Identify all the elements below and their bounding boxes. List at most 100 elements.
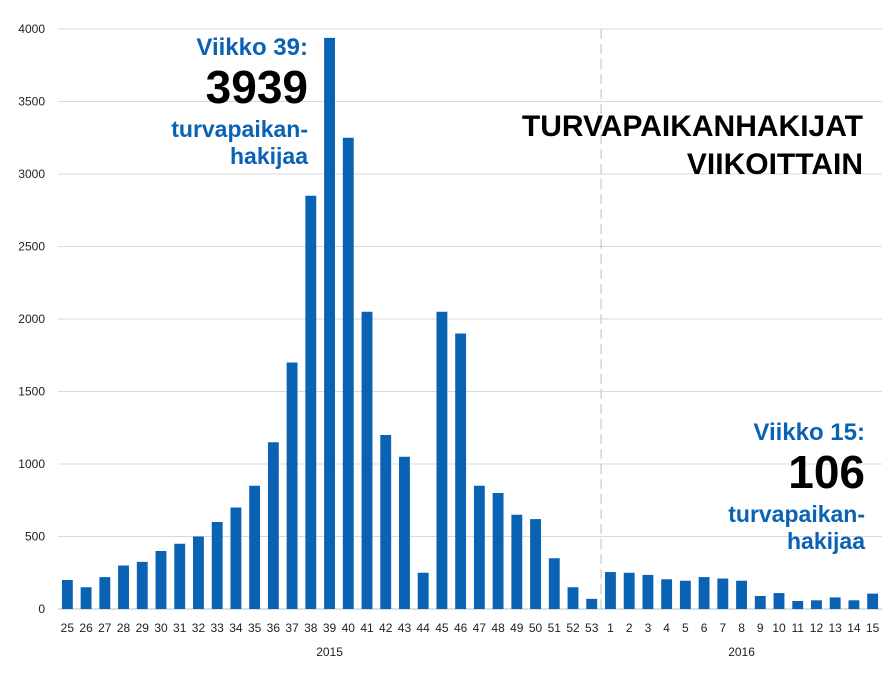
- x-tick-label: 14: [847, 621, 861, 635]
- bar: [548, 558, 560, 609]
- bar: [792, 601, 804, 609]
- x-tick-label: 45: [435, 621, 449, 635]
- bar: [567, 587, 579, 609]
- bar: [848, 600, 860, 609]
- x-tick-label: 26: [79, 621, 93, 635]
- bar: [399, 456, 410, 609]
- bar: [642, 574, 654, 609]
- bar: [511, 514, 523, 609]
- bar: [99, 577, 111, 609]
- bar: [455, 333, 467, 609]
- x-tick-label: 28: [117, 621, 131, 635]
- bar: [530, 519, 541, 609]
- x-tick-label: 2: [626, 621, 633, 635]
- chart-title-line1: TURVAPAIKANHAKIJAT: [521, 110, 863, 143]
- year-label: 2015: [316, 645, 343, 659]
- bar: [698, 577, 710, 609]
- x-tick-label: 25: [61, 621, 75, 635]
- x-tick-label: 27: [98, 621, 112, 635]
- bar: [867, 593, 879, 609]
- y-tick-label: 1000: [18, 457, 45, 471]
- bars: [61, 37, 879, 610]
- annotation-week-label: Viikko 15:: [753, 419, 865, 446]
- y-tick-label: 4000: [18, 22, 45, 36]
- y-tick-label: 2000: [18, 312, 45, 326]
- annotation-value: 3939: [205, 61, 308, 113]
- y-tick-label: 3000: [18, 167, 45, 181]
- x-tick-label: 37: [285, 621, 299, 635]
- bar: [155, 551, 167, 609]
- x-tick-label: 44: [417, 621, 431, 635]
- bar: [586, 598, 598, 609]
- bar: [605, 572, 616, 609]
- bar: [754, 595, 766, 609]
- x-tick-label: 39: [323, 621, 337, 635]
- year-label: 2016: [728, 645, 755, 659]
- x-tick-label: 47: [473, 621, 487, 635]
- bar: [80, 587, 92, 609]
- bar: [679, 580, 691, 609]
- x-tick-label: 35: [248, 621, 262, 635]
- bar: [773, 593, 785, 609]
- x-tick-label: 41: [360, 621, 374, 635]
- x-tick-label: 13: [829, 621, 843, 635]
- x-tick-label: 53: [585, 621, 599, 635]
- bar: [661, 579, 673, 609]
- bar: [61, 580, 73, 609]
- annotation-text-line1: turvapaikan-: [171, 116, 308, 142]
- bar: [623, 572, 635, 609]
- bar: [118, 565, 129, 609]
- x-tick-label: 6: [701, 621, 708, 635]
- x-tick-label: 3: [645, 621, 652, 635]
- x-tick-label: 31: [173, 621, 187, 635]
- y-tick-label: 2500: [18, 240, 45, 254]
- bar: [717, 578, 729, 609]
- x-tick-label: 48: [491, 621, 505, 635]
- bar: [361, 311, 373, 609]
- bar: [305, 195, 317, 609]
- x-axis-ticks: 25 26 27 28 29 30 31 32 33 34 35 36 37 38 39 40 41 42 43 44…: [61, 621, 880, 635]
- x-tick-label: 49: [510, 621, 524, 635]
- bar: [417, 572, 429, 609]
- bar: [249, 485, 261, 609]
- chart-title: TURVAPAIKANHAKIJAT VIIKOITTAIN: [522, 108, 863, 184]
- x-tick-label: 15: [866, 621, 880, 635]
- x-tick-label: 12: [810, 621, 824, 635]
- x-tick-label: 36: [267, 621, 281, 635]
- annotation-text-line1: turvapaikan-: [728, 501, 865, 527]
- x-tick-label: 29: [136, 621, 150, 635]
- x-tick-label: 42: [379, 621, 393, 635]
- x-tick-label: 51: [548, 621, 562, 635]
- y-axis-ticks: 0 500 1000 1500 2000 2500 3000 3500 4000: [18, 22, 45, 616]
- bar: [342, 137, 354, 609]
- y-tick-label: 1500: [18, 385, 45, 399]
- bar: [380, 435, 392, 609]
- x-tick-label: 40: [342, 621, 356, 635]
- y-tick-label: 3500: [18, 95, 45, 109]
- year-labels: 2015 2016: [316, 645, 755, 659]
- chart-title-line2: VIIKOITTAIN: [686, 148, 863, 181]
- bar: [267, 442, 279, 609]
- bar: [136, 561, 148, 609]
- x-tick-label: 1: [607, 621, 614, 635]
- x-tick-label: 43: [398, 621, 412, 635]
- bar: [211, 522, 223, 609]
- bar: [286, 362, 298, 609]
- bar: [174, 543, 186, 609]
- x-tick-label: 8: [738, 621, 745, 635]
- x-tick-label: 9: [757, 621, 764, 635]
- x-tick-label: 32: [192, 621, 206, 635]
- bar: [492, 493, 504, 609]
- bar: [230, 507, 242, 609]
- x-tick-label: 52: [566, 621, 580, 635]
- annotation-text-line2: hakijaa: [230, 143, 308, 169]
- bar: [473, 485, 485, 609]
- x-tick-label: 46: [454, 621, 468, 635]
- x-tick-label: 30: [154, 621, 168, 635]
- x-tick-label: 10: [772, 621, 786, 635]
- y-tick-label: 0: [38, 602, 45, 616]
- bar: [811, 600, 822, 609]
- bar: [193, 536, 204, 609]
- x-tick-label: 11: [791, 621, 804, 635]
